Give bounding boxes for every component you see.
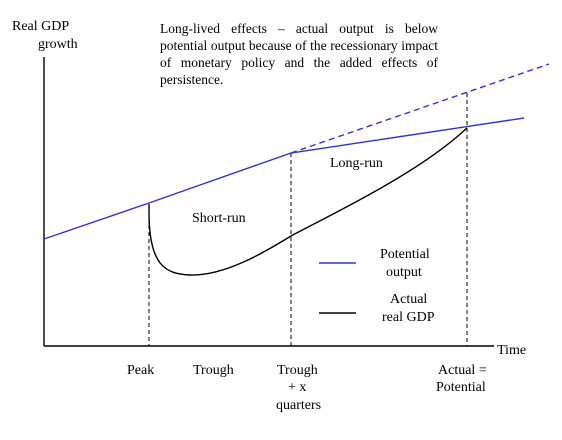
tick-trough-x-line1: Trough xyxy=(277,363,318,378)
legend-actual-label-line2: real GDP xyxy=(382,310,435,325)
potential-output-line xyxy=(43,117,525,240)
tick-actual-potential-line2: Potential xyxy=(436,380,486,395)
tick-trough-x-line2: + x xyxy=(288,380,306,395)
tick-trough: Trough xyxy=(193,363,234,378)
y-axis-label-line1: Real GDP xyxy=(12,19,69,34)
legend-actual-label-line1: Actual xyxy=(390,292,427,307)
annotation-text: Long-lived effects – actual output is be… xyxy=(160,21,438,87)
tick-trough-x-line3: quarters xyxy=(276,398,321,413)
y-axis-label-line2: growth xyxy=(38,37,78,52)
tick-actual-potential-line1: Actual = xyxy=(438,363,487,378)
actual-real-gdp-curve xyxy=(148,127,468,276)
x-axis-label: Time xyxy=(497,343,526,358)
legend-potential-label-line1: Potential xyxy=(380,247,430,262)
short-run-label: Short-run xyxy=(192,211,246,226)
legend-potential-label-line2: output xyxy=(386,265,422,280)
long-run-label: Long-run xyxy=(330,156,383,171)
potential-trend-dashed-line xyxy=(290,63,550,154)
tick-peak: Peak xyxy=(127,363,154,378)
